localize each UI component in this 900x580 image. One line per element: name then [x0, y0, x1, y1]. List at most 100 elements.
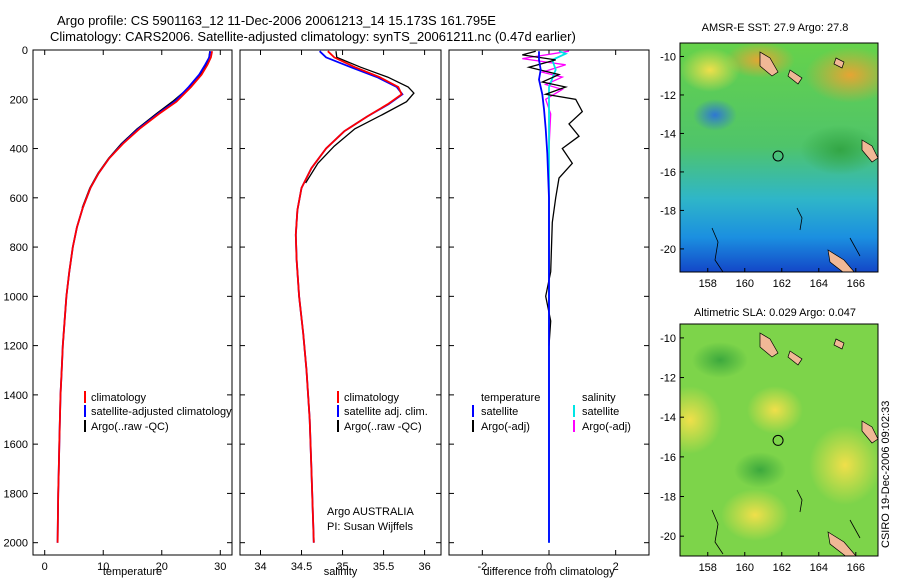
sla-map-lon-tick-label: 166 — [847, 562, 865, 574]
sst-green-patch — [800, 125, 878, 175]
salinity-x-tick-label: 35 — [336, 561, 348, 573]
sst-map-lon-tick-label: 162 — [773, 278, 791, 290]
sst-map-lon-tick-label: 164 — [810, 278, 828, 290]
sla-map-lat-tick-label: -12 — [660, 373, 676, 385]
salinity-series-argo — [305, 51, 415, 184]
salinity-axes-frame — [239, 49, 442, 556]
argo-float-location-marker — [772, 150, 784, 162]
temperature-x-tick-label: 20 — [156, 561, 168, 573]
sst-map-frame — [679, 42, 879, 273]
sla-map-lon-tick-label: 160 — [736, 562, 754, 574]
salinity-series-climatology — [294, 50, 403, 543]
temperature-series-satellite — [56, 51, 212, 543]
sla-map-lat-tick-label: -20 — [660, 531, 676, 543]
salinity-x-tick-label: 34 — [254, 561, 266, 573]
depth-tick-label: 1400 — [4, 390, 28, 402]
sla-high-patch — [747, 386, 803, 434]
depth-tick-label: 800 — [10, 242, 28, 254]
depth-tick-label: 2000 — [4, 538, 28, 550]
salinity-panel: 34 34.5 35 35.5 36 salinity — [239, 49, 442, 578]
difference-series-salinity-satellite — [548, 50, 569, 543]
sla-map-lon-tick-label: 164 — [810, 562, 828, 574]
legend-label-climatology: climatology — [344, 392, 400, 404]
difference-x-axis-label: difference from climatology — [483, 566, 615, 578]
temperature-legend: climatology satellite-adjusted climatolo… — [84, 391, 232, 433]
float-pi-label: PI: Susan Wijffels — [327, 521, 413, 533]
sst-map-lat-tick-label: -12 — [660, 90, 676, 102]
sla-map-lat-tick-label: -14 — [660, 412, 676, 424]
legend-heading-salinity: salinity — [582, 392, 616, 404]
temperature-series-argo — [81, 51, 211, 208]
depth-tick-label: 400 — [10, 144, 28, 156]
temperature-x-tick-label: 30 — [214, 561, 226, 573]
sla-map: Altimetric SLA: 0.029 Argo: 0.047 158 160… — [660, 307, 879, 574]
float-owner-label: Argo AUSTRALIA — [327, 506, 414, 518]
sst-map-lon-tick-label: 166 — [847, 278, 865, 290]
sst-map-lat-tick-label: -18 — [660, 205, 676, 217]
legend-label-satellite: satellite-adjusted climatology — [91, 406, 232, 418]
depth-tick-label: 0 — [22, 45, 28, 57]
salinity-x-tick-label: 34.5 — [291, 561, 312, 573]
sst-reef-outline — [711, 207, 861, 272]
sst-map-lon-tick-label: 160 — [736, 278, 754, 290]
sst-coastline — [759, 51, 878, 272]
temperature-x-axis-label: temperature — [103, 566, 162, 578]
legend-label-sal-satellite: satellite — [582, 406, 619, 418]
sla-map-lat-tick-label: -16 — [660, 452, 676, 464]
sla-map-title: Altimetric SLA: 0.029 Argo: 0.047 — [694, 307, 856, 319]
difference-legend: temperature satellite Argo(-adj) salinit… — [472, 392, 631, 433]
depth-tick-label: 200 — [10, 94, 28, 106]
difference-x-tick-label: -2 — [477, 561, 487, 573]
sst-warm-patch — [805, 47, 878, 103]
argo-float-location-marker — [772, 434, 784, 446]
legend-label-temp-satellite: satellite — [481, 406, 518, 418]
sla-map-lon-tick-label: 158 — [699, 562, 717, 574]
depth-tick-label: 1600 — [4, 439, 28, 451]
legend-label-argo: Argo(..raw -QC) — [344, 421, 422, 433]
sla-reef-outline — [711, 489, 861, 555]
temperature-x-tick-label: 0 — [42, 561, 48, 573]
legend-heading-temperature: temperature — [481, 392, 540, 404]
legend-label-temp-argo: Argo(-adj) — [481, 421, 530, 433]
sla-high-patch — [721, 489, 789, 541]
sst-map-lat-tick-label: -16 — [660, 167, 676, 179]
sla-map-lat-tick-label: -10 — [660, 333, 676, 345]
legend-label-sal-argo: Argo(-adj) — [582, 421, 631, 433]
depth-tick-label: 1800 — [4, 488, 28, 500]
depth-tick-label: 600 — [10, 193, 28, 205]
sst-map-lat-tick-label: -10 — [660, 51, 676, 63]
sst-map-title: AMSR-E SST: 27.9 Argo: 27.8 — [702, 22, 849, 34]
depth-tick-label: 1000 — [4, 291, 28, 303]
sla-coastline — [759, 332, 878, 556]
sla-map-lon-tick-label: 162 — [773, 562, 791, 574]
difference-series-temperature-argo — [522, 50, 584, 346]
sla-map-frame — [679, 323, 879, 557]
salinity-x-tick-label: 36 — [418, 561, 430, 573]
sla-map-lat-tick-label: -18 — [660, 492, 676, 504]
sla-low-patch — [734, 452, 786, 488]
legend-label-satellite: satellite adj. clim. — [344, 406, 428, 418]
sla-high-patch — [809, 425, 878, 505]
plot-title-line-2: Climatology: CARS2006. Satellite-adjuste… — [50, 29, 576, 44]
sst-map-lat-tick-label: -20 — [660, 244, 676, 256]
sst-map-lon-tick-label: 158 — [699, 278, 717, 290]
difference-series-temperature-satellite — [538, 51, 550, 543]
legend-label-argo: Argo(..raw -QC) — [91, 421, 169, 433]
difference-x-tick-label: 0 — [546, 561, 552, 573]
sla-low-patch — [692, 342, 748, 378]
salinity-legend: climatology satellite adj. clim. Argo(..… — [327, 391, 428, 533]
salinity-x-axis-label: salinity — [324, 566, 358, 578]
sst-map: AMSR-E SST: 27.9 Argo: 27.8 158 160 162 164… — [660, 22, 879, 290]
sst-cool-patch — [693, 99, 737, 131]
legend-label-climatology: climatology — [91, 392, 147, 404]
salinity-x-tick-label: 35.5 — [373, 561, 394, 573]
temperature-panel: 0 10 20 30 0 200 400 600 800 1000 1200 1400 1600 1800… — [4, 45, 233, 578]
difference-x-tick-label: 2 — [613, 561, 619, 573]
credit-timestamp: CSIRO 19-Dec-2006 09:02:33 — [880, 400, 892, 548]
sla-high-patch — [680, 386, 722, 454]
temperature-series-climatology — [56, 51, 213, 543]
sst-warm-patch — [680, 48, 740, 92]
temperature-x-tick-label: 10 — [97, 561, 109, 573]
